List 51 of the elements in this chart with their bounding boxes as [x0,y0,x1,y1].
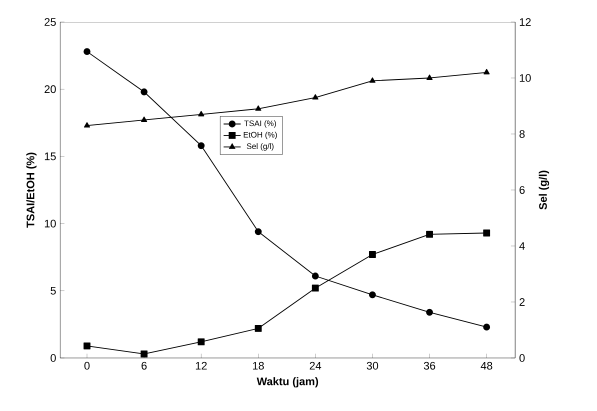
y2-tick-label: 10 [520,74,531,82]
point [198,110,204,116]
y-tick-label: 15 [44,152,56,160]
point [141,116,148,122]
point [369,291,376,298]
point [426,308,433,316]
x-tick-label: 18 [252,362,264,370]
point [426,74,433,80]
y-tick-label: 0 [50,354,56,362]
point [312,284,319,292]
y2-tick-label: 12 [520,18,531,26]
point [84,342,90,350]
y2-tick-label: 4 [519,242,525,250]
y-tick-label: 10 [44,220,56,228]
point [369,77,376,83]
legend-label: TSAI (%) [244,120,276,128]
point [198,338,205,346]
x-tick-label: 36 [424,362,436,370]
point [254,228,262,236]
x-axis-title: Waktu (jam) [256,377,318,388]
y-axis-title: TSAI/EtOH (%) [26,152,37,228]
point [140,350,148,358]
point [312,94,318,100]
y-tick-label: 25 [44,18,56,26]
x-tick-label: 0 [84,362,90,370]
point [312,272,319,280]
point [254,324,262,332]
point [255,105,262,111]
point [369,251,376,258]
x-tick-label: 12 [196,362,207,370]
x-tick-label: 6 [142,362,147,370]
point [84,122,90,128]
y2-tick-label: 2 [520,298,525,306]
point [483,230,490,236]
point [198,142,205,150]
y2-tick-label: 0 [519,354,525,362]
y2-tick-label: 8 [520,130,525,138]
legend-label: EtOH (%) [244,132,277,140]
point [426,230,433,238]
y2-tick-label: 6 [520,186,525,194]
point [483,324,490,331]
x-tick-label: 48 [480,362,492,370]
point [84,48,90,56]
point [484,68,490,74]
legend-label: Sel (g/l) [246,143,274,151]
y-tick-label: 5 [50,286,56,295]
x-tick-label: 24 [310,362,322,370]
x-tick-label: 30 [366,362,378,370]
y2-axis-title: Sel (g/l) [538,170,550,210]
point [140,88,148,96]
y-tick-label: 20 [44,85,56,94]
